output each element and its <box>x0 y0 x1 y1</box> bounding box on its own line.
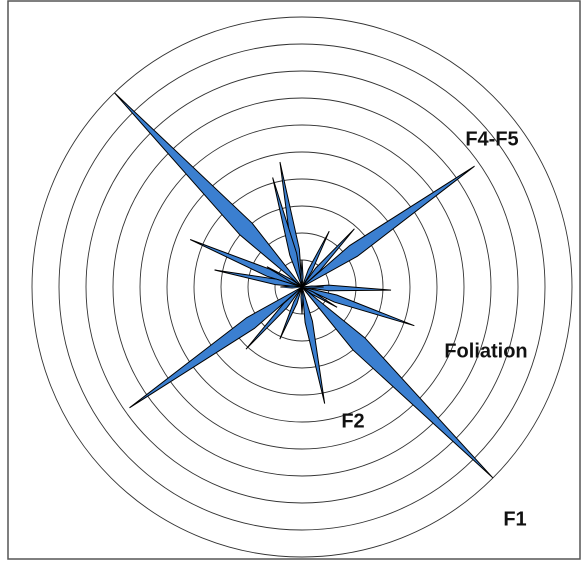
petal <box>279 286 303 340</box>
petal <box>114 92 303 288</box>
petal <box>214 269 303 288</box>
petal <box>301 230 330 288</box>
grid-ring <box>166 151 438 423</box>
grid-ring <box>31 16 573 558</box>
petal <box>300 259 304 288</box>
annotation: F2 <box>341 410 364 432</box>
petal <box>266 266 303 288</box>
grid-ring <box>220 205 384 369</box>
grid-ring <box>139 124 465 450</box>
petal <box>301 285 324 289</box>
petal <box>300 286 304 315</box>
petal <box>301 165 475 288</box>
petal <box>272 177 303 288</box>
petal <box>301 286 338 308</box>
petal <box>280 285 303 289</box>
grid-ring <box>58 43 546 531</box>
grid-ring <box>85 70 519 504</box>
grid-ring <box>193 178 411 396</box>
petal <box>301 286 494 479</box>
annotation: Foliation <box>444 340 527 362</box>
petal <box>245 286 303 350</box>
annotation: F1 <box>503 508 526 530</box>
petal <box>301 286 415 327</box>
petal <box>301 284 392 292</box>
annotation: F4-F5 <box>465 128 518 150</box>
grid-ring <box>112 97 492 477</box>
petal <box>301 286 326 404</box>
petal <box>129 286 303 409</box>
petal <box>301 228 355 288</box>
